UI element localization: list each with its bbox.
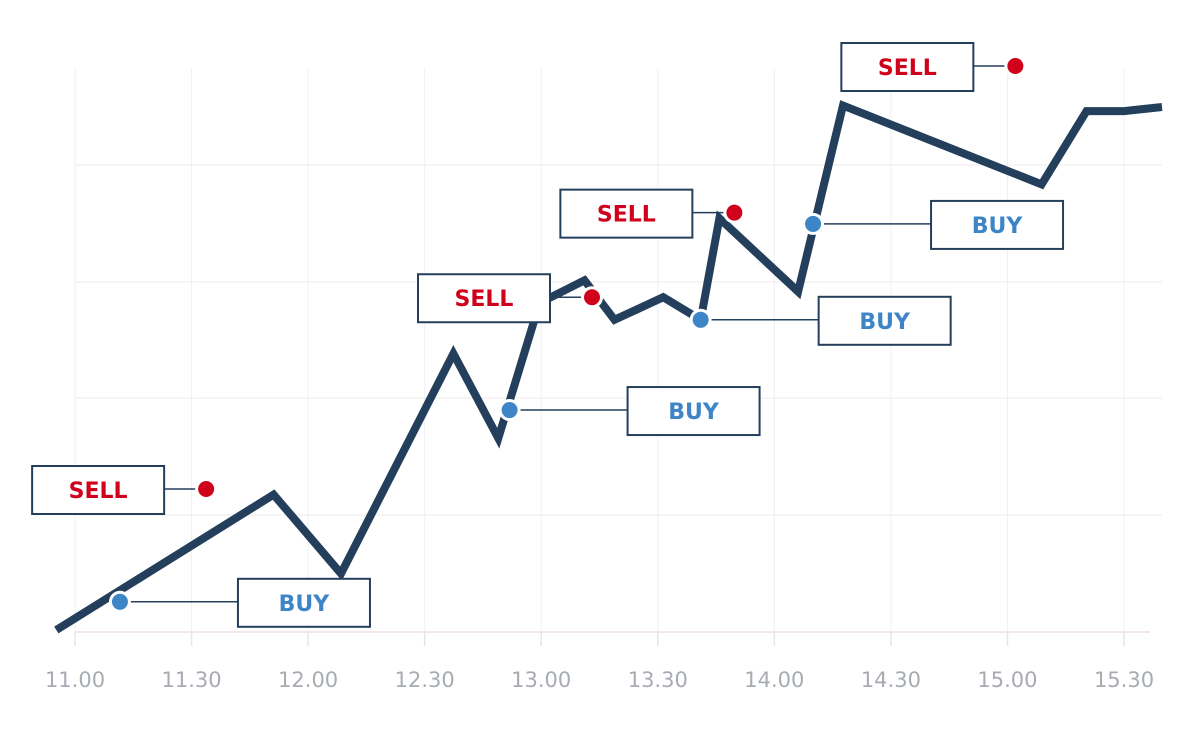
buy-annotation: BUY	[498, 386, 761, 437]
callout-box	[417, 273, 552, 324]
callout-box	[626, 386, 761, 437]
callout-box	[930, 199, 1065, 250]
sell-label: SELL	[597, 203, 656, 228]
callout-box	[31, 465, 166, 515]
sell-annotation: SELL	[31, 465, 218, 515]
x-tick-label: 11.30	[161, 668, 221, 692]
x-tick-label: 13.00	[511, 668, 571, 692]
x-tick-label: 12.00	[278, 668, 338, 692]
buy-label: BUY	[859, 310, 911, 335]
buy-label: BUY	[972, 214, 1024, 239]
buy-annotation: BUY	[802, 199, 1065, 250]
callout-box	[559, 188, 694, 239]
sell-annotation: SELL	[559, 188, 746, 239]
price-series	[54, 100, 1163, 634]
trade-annotations: BUY SELL BUY SELL BUY SELL BUY SELL	[31, 42, 1065, 628]
x-tick-label: 14.30	[861, 668, 921, 692]
sell-annotation: SELL	[840, 42, 1027, 92]
buy-label: BUY	[668, 400, 720, 425]
sell-point	[198, 481, 215, 497]
sell-label: SELL	[455, 287, 514, 312]
buy-point	[501, 402, 518, 419]
buy-annotation: BUY	[689, 295, 952, 346]
sell-label: SELL	[878, 56, 937, 81]
callout-box	[817, 295, 952, 346]
buy-label: BUY	[279, 592, 331, 617]
sell-point	[1007, 58, 1024, 74]
x-tick-label: 15.30	[1094, 668, 1154, 692]
buy-point	[805, 215, 822, 232]
x-tick-label: 13.30	[628, 668, 688, 692]
x-tick-label: 11.00	[45, 668, 105, 692]
buy-point	[111, 593, 128, 610]
x-tick-label: 12.30	[395, 668, 455, 692]
x-tick-label: 15.00	[977, 668, 1037, 692]
buy-point	[692, 311, 709, 328]
x-tick-label: 14.00	[744, 668, 804, 692]
sell-point	[584, 289, 601, 306]
callout-box	[840, 42, 975, 92]
chart-grid	[74, 68, 1162, 632]
x-axis: 11.00 11.30 12.00 12.30 13.00 13.30 14.00 14.30…	[45, 631, 1154, 692]
price-line	[54, 100, 1163, 634]
buy-annotation: BUY	[108, 577, 371, 628]
sell-label: SELL	[69, 479, 128, 504]
callout-box	[236, 577, 371, 628]
sell-annotation: SELL	[417, 273, 604, 324]
sell-point	[726, 204, 743, 221]
